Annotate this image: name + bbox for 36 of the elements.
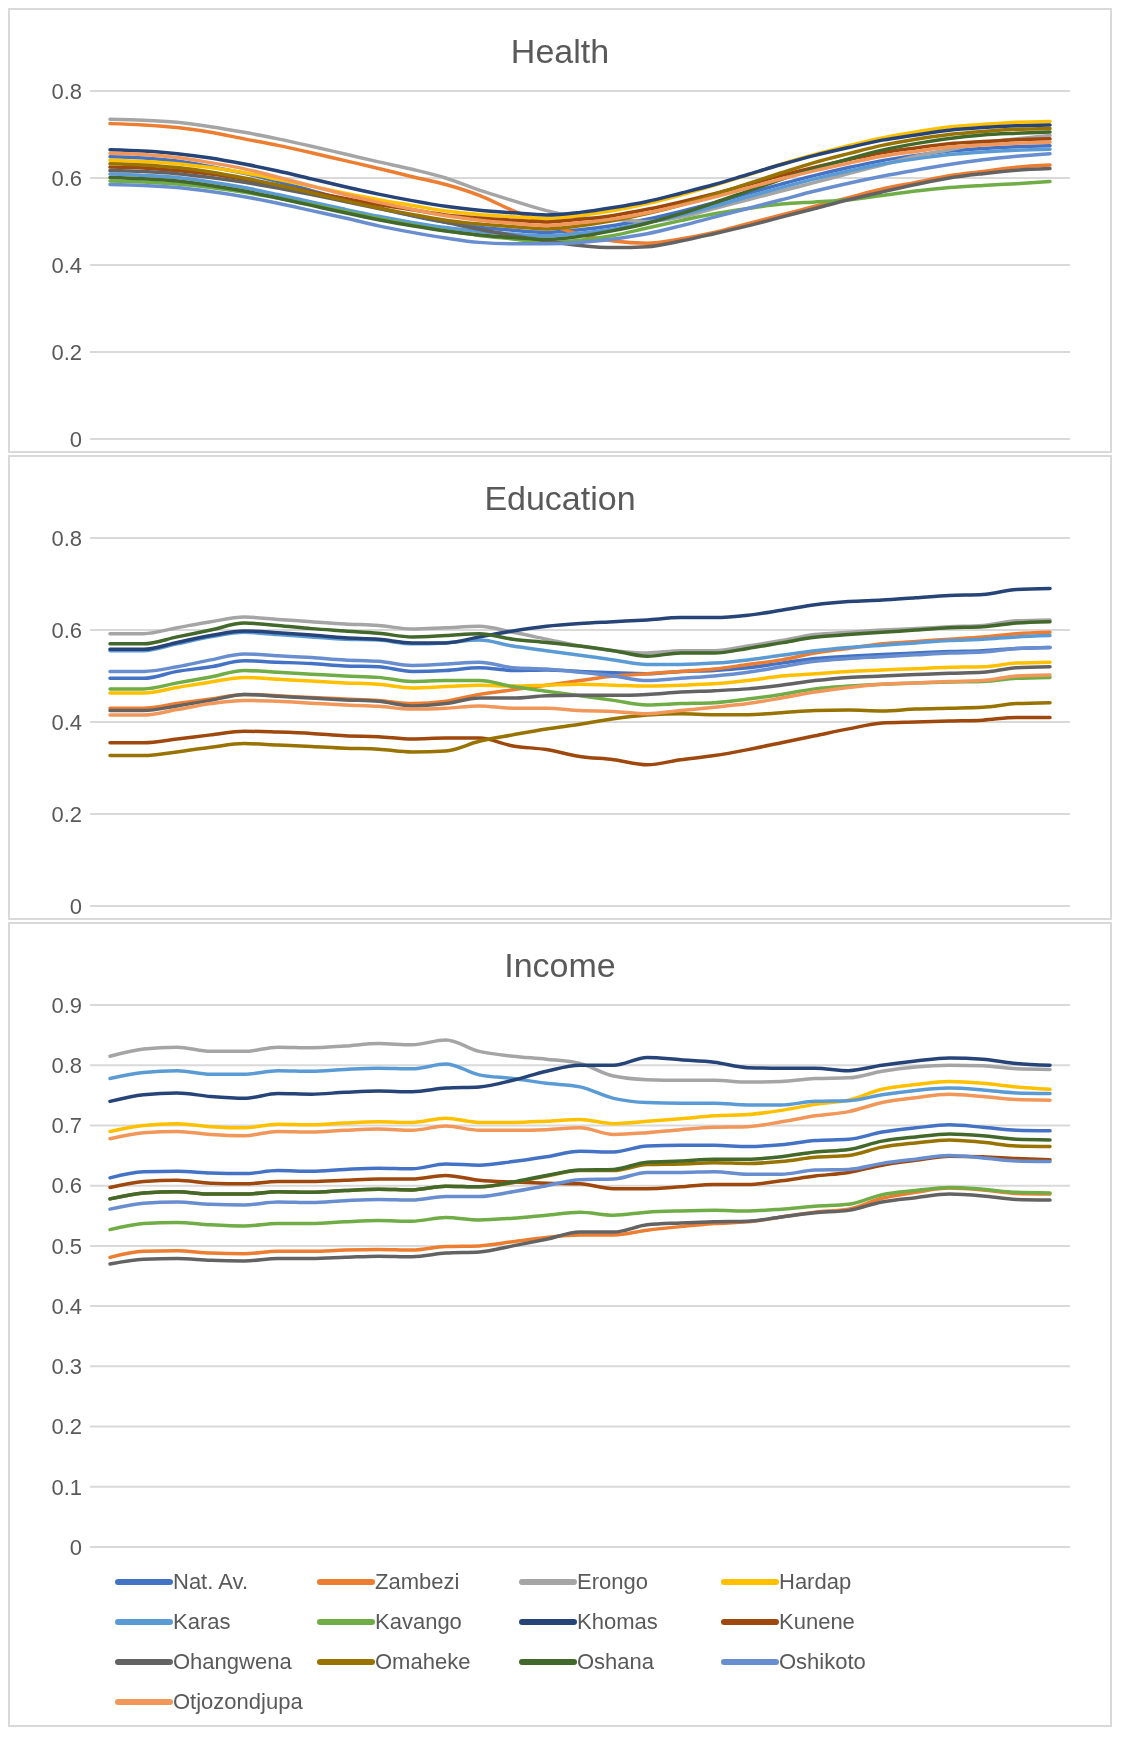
legend-label: Kunene [779, 1609, 855, 1635]
legend-label: Kavango [375, 1609, 462, 1635]
legend-label: Karas [173, 1609, 231, 1635]
y-tick-label: 0 [69, 893, 82, 919]
y-tick-label: 0.2 [51, 1414, 82, 1440]
legend-label: Otjozondjupa [173, 1689, 303, 1715]
legend-label: Khomas [577, 1609, 658, 1635]
chart-title: Health [509, 31, 611, 71]
legend-label: Omaheke [375, 1649, 471, 1675]
legend-label: Oshikoto [779, 1649, 866, 1675]
legend-label: Nat. Av. [173, 1569, 249, 1595]
y-tick-label: 0.3 [51, 1354, 82, 1380]
chart-title: Education [483, 478, 637, 518]
legend-label: Ohangwena [173, 1649, 292, 1675]
y-tick-label: 0.5 [51, 1233, 82, 1259]
y-tick-label: 0.6 [51, 617, 82, 643]
legend-label: Hardap [779, 1569, 852, 1595]
y-tick-label: 0.2 [51, 801, 82, 827]
y-tick-label: 0.6 [51, 1173, 82, 1199]
y-tick-label: 0.2 [51, 339, 82, 365]
y-tick-label: 0.1 [51, 1474, 82, 1500]
y-tick-label: 0.4 [51, 709, 82, 735]
legend-label: Zambezi [375, 1569, 460, 1595]
legend-label: Oshana [577, 1649, 655, 1675]
y-tick-label: 0.9 [51, 992, 82, 1018]
y-tick-label: 0.4 [51, 252, 82, 278]
y-tick-label: 0 [69, 1534, 82, 1560]
y-tick-label: 0.8 [51, 525, 82, 551]
legend-label: Erongo [577, 1569, 648, 1595]
y-tick-label: 0 [69, 426, 82, 452]
y-tick-label: 0.8 [51, 78, 82, 104]
chart-title: Income [503, 945, 617, 985]
y-tick-label: 0.8 [51, 1053, 82, 1079]
y-tick-label: 0.6 [51, 165, 82, 191]
y-tick-label: 0.7 [51, 1113, 82, 1139]
y-tick-label: 0.4 [51, 1293, 82, 1319]
